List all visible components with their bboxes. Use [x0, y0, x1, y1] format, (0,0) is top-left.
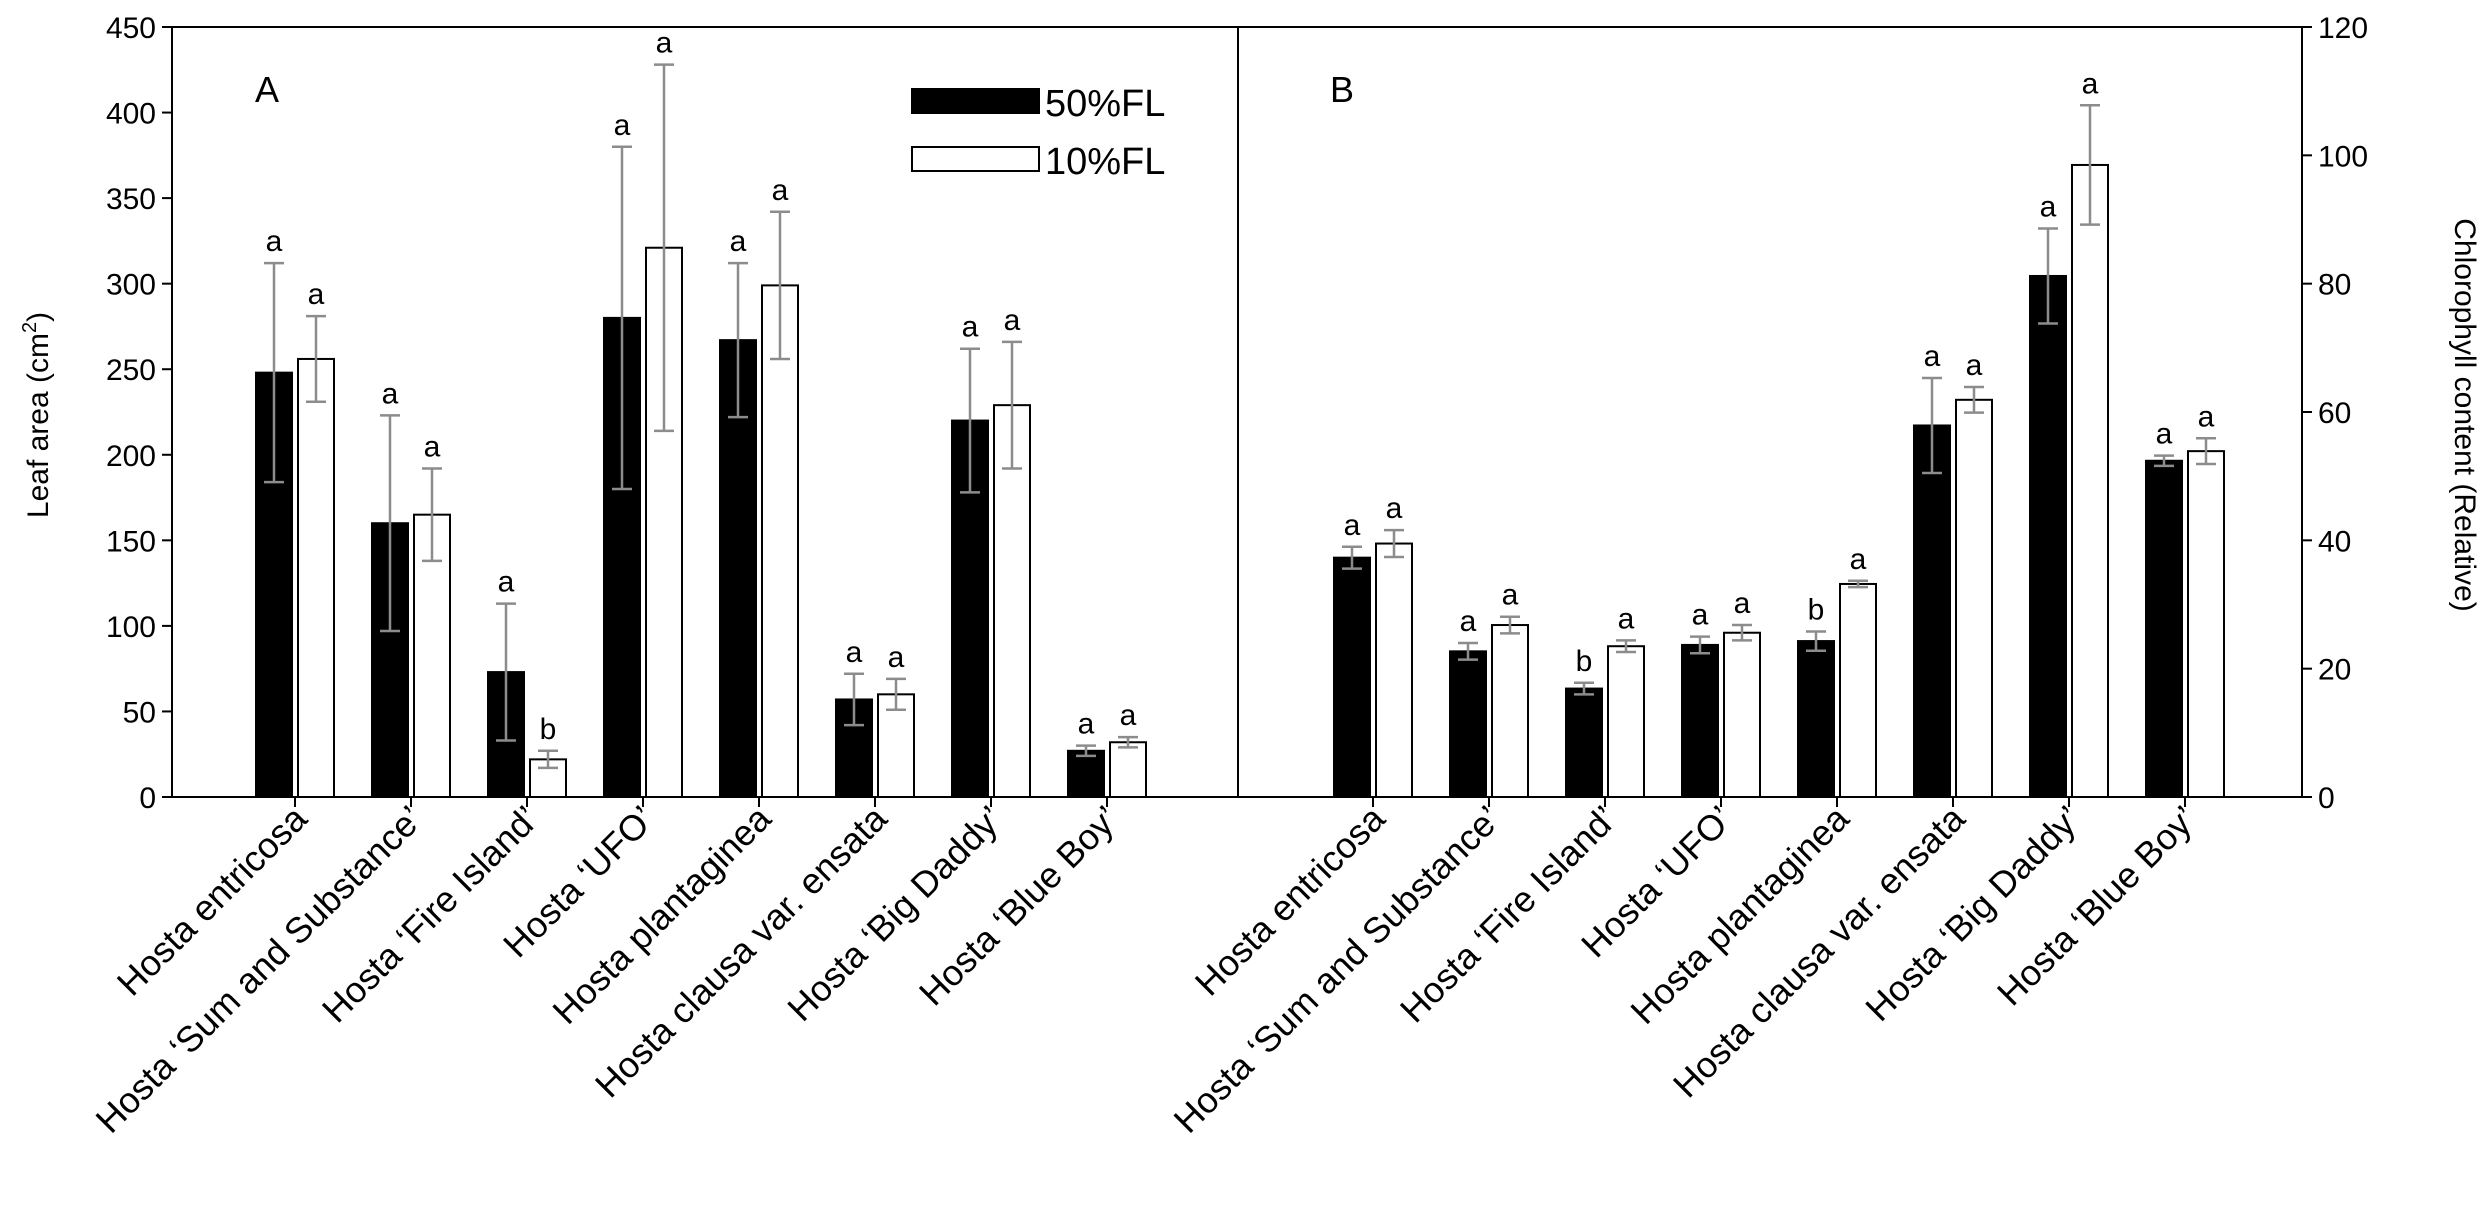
y-axis-label-leaf-area-tail: )	[22, 312, 55, 322]
y-axis-label-leaf-area-sup: 2	[19, 322, 41, 333]
significance-letter-p2-s1-c8: a	[2156, 418, 2173, 451]
significance-letter-p2-s2-c7: a	[2082, 67, 2099, 100]
bar-p1-s2-c7	[993, 404, 1031, 798]
bar-p2-s2-c1	[1375, 542, 1413, 799]
legend-swatch-50fl	[911, 88, 1040, 114]
bar-p2-s1-c8	[2145, 459, 2183, 798]
y-tick-label-right-6: 120	[2318, 12, 2368, 45]
significance-letter-p2-s1-c1: a	[1344, 509, 1361, 542]
significance-letter-p2-s1-c4: a	[1692, 599, 1709, 632]
significance-letter-p2-s2-c8: a	[2198, 400, 2215, 433]
y-tick-label-right-5: 100	[2318, 140, 2368, 173]
bar-p2-s1-c3	[1565, 687, 1603, 799]
significance-letter-p2-s2-c5: a	[1850, 543, 1867, 576]
significance-letter-p1-s2-c2: a	[424, 430, 441, 463]
bar-p2-s2-c6	[1955, 398, 1993, 798]
significance-letter-p1-s1-c1: a	[266, 225, 283, 258]
panel-label-b: B	[1330, 69, 1354, 110]
significance-letter-p1-s2-c4: a	[656, 27, 673, 60]
y-tick-label-left-0: 0	[139, 782, 156, 815]
y-axis-label-chlorophyll: Chlorophyll content (Relative)	[2448, 218, 2480, 612]
significance-letter-p2-s2-c4: a	[1734, 587, 1751, 620]
y-tick-label-left-7: 350	[106, 183, 156, 216]
y-tick-label-left-4: 200	[106, 440, 156, 473]
significance-letter-p1-s2-c7: a	[1004, 304, 1021, 337]
significance-letter-p1-s1-c5: a	[730, 225, 747, 258]
significance-letter-p1-s1-c4: a	[614, 109, 631, 142]
bar-p2-s1-c7	[2029, 274, 2067, 798]
panel-label-a: A	[255, 69, 279, 110]
significance-letter-p1-s2-c1: a	[308, 278, 325, 311]
bar-p1-s1-c8	[1067, 749, 1105, 798]
significance-letter-p1-s1-c6: a	[846, 636, 863, 669]
bar-p2-s1-c1	[1333, 556, 1371, 798]
y-axis-label-leaf-area-main: Leaf area (cm	[22, 333, 55, 518]
y-tick-label-right-4: 80	[2318, 269, 2351, 302]
y-tick-label-left-9: 450	[106, 12, 156, 45]
legend: 50%FL 10%FL	[911, 83, 1165, 183]
significance-letter-p1-s2-c6: a	[888, 641, 905, 674]
y-tick-label-right-2: 40	[2318, 525, 2351, 558]
y-tick-label-left-3: 150	[106, 525, 156, 558]
significance-letter-p2-s1-c2: a	[1460, 605, 1477, 638]
significance-letter-p1-s1-c2: a	[382, 377, 399, 410]
bar-p1-s2-c8	[1109, 741, 1147, 798]
y-tick-label-left-5: 250	[106, 354, 156, 387]
bar-p2-s1-c6	[1913, 424, 1951, 798]
significance-letter-p1-s2-c5: a	[772, 174, 789, 207]
bar-p1-s2-c5	[761, 284, 799, 798]
significance-letter-p1-s1-c7: a	[962, 311, 979, 344]
y-tick-label-left-1: 50	[123, 696, 156, 729]
significance-letter-p2-s1-c7: a	[2040, 190, 2057, 223]
legend-label-10fl: 10%FL	[1045, 141, 1165, 183]
bar-p2-s1-c2	[1449, 650, 1487, 799]
bar-p2-s2-c2	[1491, 624, 1529, 798]
significance-letter-p2-s2-c1: a	[1386, 492, 1403, 525]
significance-letter-p2-s2-c2: a	[1502, 579, 1519, 612]
significance-letter-p2-s1-c3: b	[1576, 645, 1593, 678]
significance-letter-p1-s1-c8: a	[1078, 708, 1095, 741]
bar-p2-s2-c4	[1723, 631, 1761, 798]
significance-letter-p1-s1-c3: a	[498, 566, 515, 599]
bar-p2-s2-c7	[2071, 163, 2109, 799]
bar-p2-s1-c4	[1681, 643, 1719, 798]
significance-letter-p2-s1-c5: b	[1808, 593, 1825, 626]
significance-letter-p2-s2-c6: a	[1966, 349, 1983, 382]
y-tick-label-right-3: 60	[2318, 397, 2351, 430]
significance-letter-p1-s2-c8: a	[1120, 699, 1137, 732]
bar-p1-s2-c1	[297, 357, 335, 798]
significance-letter-p1-s2-c3: b	[540, 713, 557, 746]
significance-letter-p2-s2-c3: a	[1618, 602, 1635, 635]
significance-letter-p2-s1-c6: a	[1924, 340, 1941, 373]
y-tick-label-right-1: 20	[2318, 654, 2351, 687]
bar-p2-s2-c5	[1839, 582, 1877, 799]
bar-p2-s1-c5	[1797, 640, 1835, 799]
y-axis-label-leaf-area: Leaf area (cm2)	[19, 312, 55, 518]
legend-label-50fl: 50%FL	[1045, 83, 1165, 125]
bar-p2-s2-c3	[1607, 645, 1645, 798]
y-tick-label-left-8: 400	[106, 98, 156, 131]
y-tick-label-left-2: 100	[106, 611, 156, 644]
legend-swatch-10fl	[911, 146, 1040, 172]
y-tick-label-left-6: 300	[106, 269, 156, 302]
bar-p1-s1-c1	[255, 371, 293, 798]
bar-p2-s2-c8	[2187, 450, 2225, 798]
y-tick-label-right-0: 0	[2318, 782, 2335, 815]
